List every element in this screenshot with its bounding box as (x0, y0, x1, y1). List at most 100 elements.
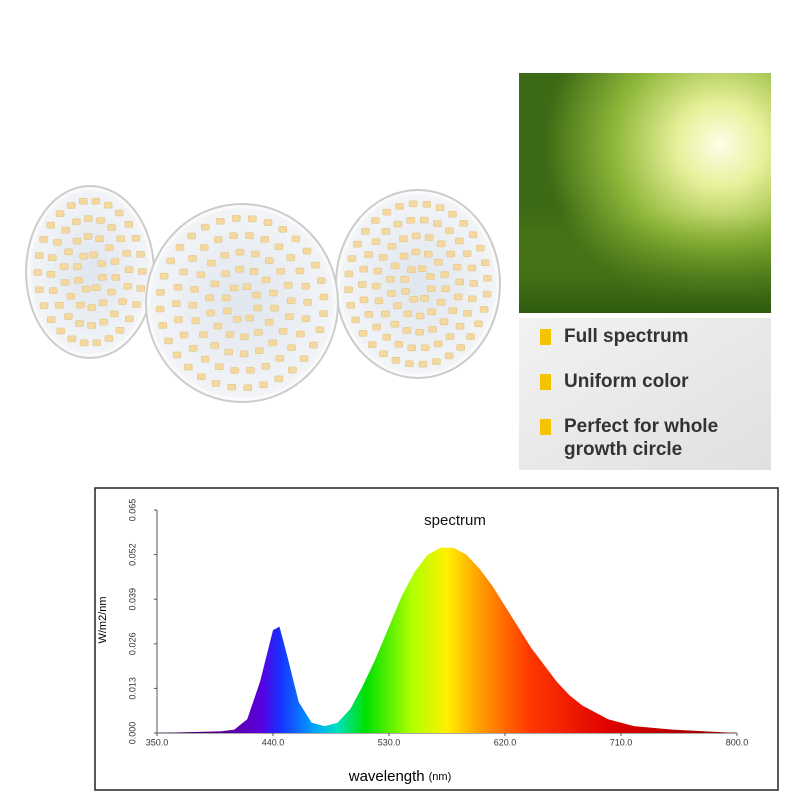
led (249, 268, 259, 275)
led (454, 293, 463, 301)
led (433, 220, 442, 227)
led (95, 235, 104, 243)
led (245, 232, 254, 239)
feature-text: Perfect for whole (564, 416, 718, 437)
led (422, 201, 431, 208)
led (359, 265, 369, 273)
led (245, 314, 254, 322)
led (225, 331, 235, 338)
led (432, 358, 441, 365)
led (197, 373, 206, 380)
led (53, 239, 62, 246)
led (391, 356, 401, 364)
led (296, 330, 305, 338)
x-tick-label: 530.0 (378, 737, 401, 747)
bulb-face (30, 190, 150, 354)
led (74, 277, 83, 284)
led (319, 293, 329, 301)
led (64, 313, 73, 320)
led (81, 285, 91, 293)
led (188, 301, 198, 309)
led (110, 310, 119, 318)
led (295, 267, 305, 275)
led (373, 267, 382, 275)
led (408, 200, 418, 208)
led (61, 226, 70, 234)
led (97, 260, 106, 267)
led (254, 347, 264, 354)
led (235, 248, 245, 256)
led (448, 210, 457, 218)
led (231, 215, 241, 222)
led (96, 217, 105, 224)
led (390, 262, 400, 270)
led (166, 257, 175, 265)
led (455, 278, 464, 286)
led (223, 307, 232, 315)
led (381, 310, 390, 318)
led (436, 298, 446, 306)
led (99, 318, 108, 326)
led (411, 232, 421, 240)
led (188, 345, 198, 352)
led (72, 237, 82, 245)
led (64, 248, 73, 256)
led (395, 203, 404, 210)
led (434, 258, 443, 266)
led (66, 202, 76, 209)
led (387, 290, 396, 297)
led (288, 366, 297, 374)
led (242, 283, 252, 291)
led (359, 296, 369, 304)
led (347, 255, 357, 262)
led (59, 263, 69, 270)
led (216, 217, 225, 225)
led (39, 302, 49, 309)
led (111, 274, 121, 281)
led (311, 261, 320, 269)
led (156, 289, 165, 296)
led (132, 301, 141, 308)
led (409, 296, 419, 303)
led (382, 333, 391, 341)
led (301, 282, 310, 290)
led (89, 251, 99, 259)
led (159, 272, 169, 280)
led (224, 348, 234, 356)
led (261, 276, 271, 284)
led (107, 224, 116, 231)
led (435, 204, 445, 212)
led (386, 275, 395, 283)
led (351, 316, 360, 324)
led (259, 381, 268, 389)
led (269, 289, 278, 297)
led (211, 380, 221, 387)
led (390, 320, 400, 328)
led (441, 285, 450, 293)
spectrum-area (157, 547, 737, 733)
led (381, 228, 391, 235)
led (263, 219, 273, 226)
led (407, 266, 416, 274)
x-tick-label: 800.0 (726, 737, 749, 747)
led (190, 286, 199, 293)
led (302, 247, 312, 255)
led (361, 228, 370, 235)
led (201, 223, 210, 231)
led (155, 305, 165, 313)
led (276, 268, 285, 275)
led (274, 375, 283, 383)
led (232, 315, 242, 323)
y-tick-label: 0.052 (127, 543, 137, 566)
led (172, 300, 181, 307)
led (420, 294, 429, 302)
led (479, 306, 489, 313)
led (115, 209, 124, 217)
led (110, 258, 120, 265)
x-axis-label: wavelength (nm) (348, 768, 452, 785)
x-tick-label: 440.0 (262, 737, 285, 747)
led (124, 221, 134, 228)
led (239, 350, 249, 358)
led (371, 217, 380, 224)
led (188, 255, 197, 262)
